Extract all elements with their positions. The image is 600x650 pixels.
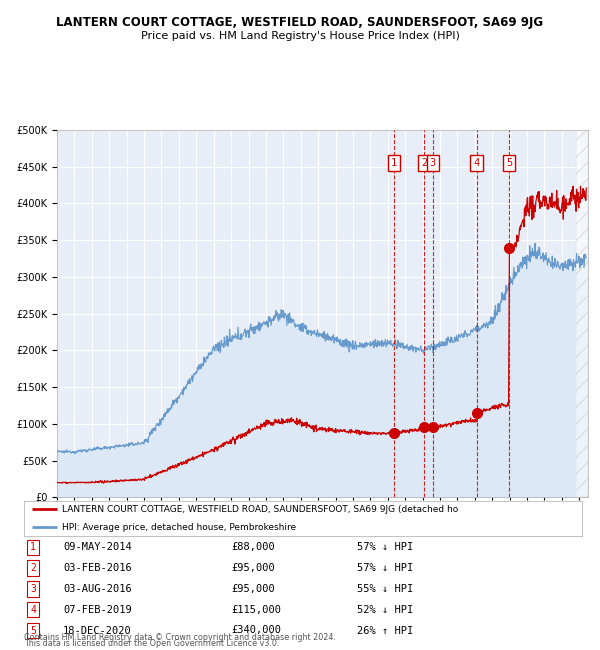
Text: 18-DEC-2020: 18-DEC-2020 bbox=[63, 625, 132, 636]
Text: This data is licensed under the Open Government Licence v3.0.: This data is licensed under the Open Gov… bbox=[24, 639, 280, 648]
Text: Price paid vs. HM Land Registry's House Price Index (HPI): Price paid vs. HM Land Registry's House … bbox=[140, 31, 460, 41]
Text: 57% ↓ HPI: 57% ↓ HPI bbox=[357, 563, 413, 573]
Text: 3: 3 bbox=[430, 158, 436, 168]
Text: LANTERN COURT COTTAGE, WESTFIELD ROAD, SAUNDERSFOOT, SA69 9JG (detached ho: LANTERN COURT COTTAGE, WESTFIELD ROAD, S… bbox=[62, 505, 458, 514]
Text: £340,000: £340,000 bbox=[231, 625, 281, 636]
Text: 5: 5 bbox=[506, 158, 512, 168]
Text: LANTERN COURT COTTAGE, WESTFIELD ROAD, SAUNDERSFOOT, SA69 9JG: LANTERN COURT COTTAGE, WESTFIELD ROAD, S… bbox=[56, 16, 544, 29]
Text: 2: 2 bbox=[30, 563, 36, 573]
Text: 26% ↑ HPI: 26% ↑ HPI bbox=[357, 625, 413, 636]
Text: 09-MAY-2014: 09-MAY-2014 bbox=[63, 542, 132, 552]
Text: 55% ↓ HPI: 55% ↓ HPI bbox=[357, 584, 413, 594]
Text: 57% ↓ HPI: 57% ↓ HPI bbox=[357, 542, 413, 552]
Text: £88,000: £88,000 bbox=[231, 542, 275, 552]
Text: £95,000: £95,000 bbox=[231, 563, 275, 573]
Text: 03-AUG-2016: 03-AUG-2016 bbox=[63, 584, 132, 594]
Text: 4: 4 bbox=[30, 604, 36, 615]
Text: 1: 1 bbox=[391, 158, 397, 168]
Text: 3: 3 bbox=[30, 584, 36, 594]
Text: £95,000: £95,000 bbox=[231, 584, 275, 594]
Text: 03-FEB-2016: 03-FEB-2016 bbox=[63, 563, 132, 573]
Text: 5: 5 bbox=[30, 625, 36, 636]
Text: 2: 2 bbox=[421, 158, 427, 168]
Text: 1: 1 bbox=[30, 542, 36, 552]
Text: Contains HM Land Registry data © Crown copyright and database right 2024.: Contains HM Land Registry data © Crown c… bbox=[24, 632, 336, 642]
Text: 07-FEB-2019: 07-FEB-2019 bbox=[63, 604, 132, 615]
Text: 4: 4 bbox=[473, 158, 480, 168]
Text: HPI: Average price, detached house, Pembrokeshire: HPI: Average price, detached house, Pemb… bbox=[62, 523, 296, 532]
Text: 52% ↓ HPI: 52% ↓ HPI bbox=[357, 604, 413, 615]
Text: £115,000: £115,000 bbox=[231, 604, 281, 615]
